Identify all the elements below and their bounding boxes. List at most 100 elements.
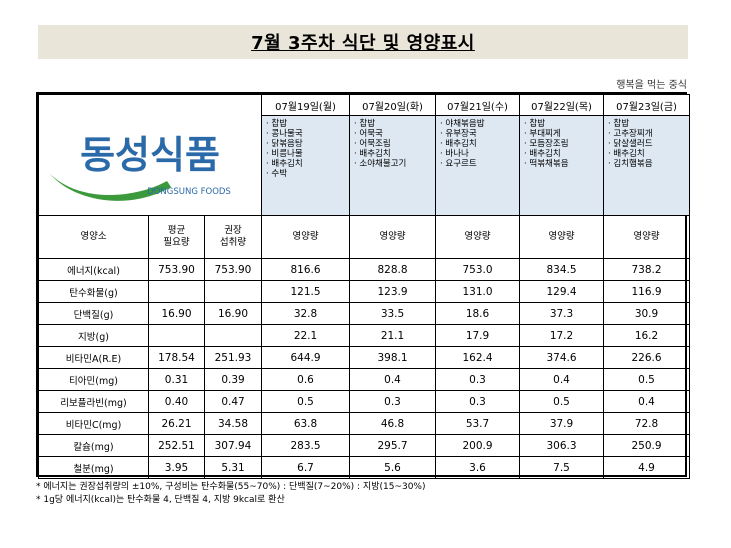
day-value: 18.6 — [435, 302, 521, 325]
header-amount-thu: 영양량 — [519, 215, 605, 259]
nutrient-name: 티아민(mg) — [38, 368, 149, 391]
day-value: 63.8 — [261, 412, 351, 435]
day-value: 283.5 — [261, 434, 351, 457]
date-header-wed: 07월21일(수) — [435, 94, 521, 116]
logo-swoosh — [49, 173, 171, 201]
day-value: 0.3 — [435, 390, 521, 413]
logo-cell: 동성식품 DONGSUNG FOODS — [37, 94, 263, 216]
menu-item: · 요구르트 — [440, 159, 477, 169]
date-header-fri: 07월23일(금) — [603, 94, 691, 116]
day-value: 753.0 — [435, 258, 521, 281]
menu-item: · 찹밥 — [608, 119, 630, 129]
day-value: 374.6 — [519, 346, 605, 369]
day-value: 17.9 — [435, 324, 521, 347]
slogan: 행복을 먹는 중식 — [616, 80, 687, 91]
nutrient-row-iron: 철분(mg) 3.95 5.31 6.7 5.6 3.6 7.5 4.9 — [38, 456, 691, 479]
rec-value: 753.90 — [203, 258, 263, 281]
day-value: 16.2 — [603, 324, 691, 347]
menu-item: · 닭볶음탕 — [266, 139, 303, 149]
day-value: 72.8 — [603, 412, 691, 435]
day-value: 398.1 — [349, 346, 437, 369]
date-header-mon: 07월19일(월) — [261, 94, 351, 116]
day-value: 121.5 — [261, 280, 351, 303]
avg-value: 0.40 — [148, 390, 205, 413]
date-header-thu: 07월22일(목) — [519, 94, 605, 116]
day-value: 32.8 — [261, 302, 351, 325]
title-bar: 7월 3주차 식단 및 영양표시 — [38, 25, 688, 59]
menu-item: · 닭살샐러드 — [608, 139, 653, 149]
rec-value: 16.90 — [203, 302, 263, 325]
day-value: 46.8 — [349, 412, 437, 435]
avg-value: 178.54 — [148, 346, 205, 369]
day-value: 834.5 — [519, 258, 605, 281]
avg-value: 16.90 — [148, 302, 205, 325]
day-value: 3.6 — [435, 456, 521, 479]
footnote: * 에너지는 권장섭취량의 ±10%, 구성비는 탄수화물(55~70%) : … — [36, 482, 426, 492]
day-value: 828.8 — [349, 258, 437, 281]
header-rec-line2: 섭취량 — [219, 237, 247, 248]
day-value: 4.9 — [603, 456, 691, 479]
menu-item: · 배추김치 — [354, 149, 391, 159]
nutrient-row-carbohydrate: 탄수화물(g) 121.5 123.9 131.0 129.4 116.9 — [38, 280, 691, 303]
day-value: 37.3 — [519, 302, 605, 325]
header-amount-wed: 영양량 — [435, 215, 521, 259]
avg-value: 26.21 — [148, 412, 205, 435]
rec-value: 0.39 — [203, 368, 263, 391]
nutrient-row-fat: 지방(g) 22.1 21.1 17.9 17.2 16.2 — [38, 324, 691, 347]
nutrient-row-vitamin-a: 비타민A(R.E) 178.54 251.93 644.9 398.1 162.… — [38, 346, 691, 369]
day-value: 0.3 — [349, 390, 437, 413]
header-rec-line1: 권장 — [224, 225, 242, 236]
menu-item: · 비름나물 — [266, 149, 303, 159]
menu-item: · 배추김치 — [608, 149, 645, 159]
day-value: 738.2 — [603, 258, 691, 281]
header-recommended-intake: 권장 섭취량 — [203, 215, 263, 259]
menu-thu: · 찹밥 · 부대찌게 · 모듬장조림 · 배추김치 · 떡볶채볶음 — [519, 115, 605, 216]
menu-item: · 고추장찌개 — [608, 129, 653, 139]
day-value: 0.3 — [435, 368, 521, 391]
day-value: 33.5 — [349, 302, 437, 325]
nutrient-name: 리보플라빈(mg) — [38, 390, 149, 413]
rec-value — [203, 324, 263, 347]
nutrient-name: 비타민A(R.E) — [38, 346, 149, 369]
rec-value: 34.58 — [203, 412, 263, 435]
menu-item: · 찹밥 — [354, 119, 376, 129]
menu-item: · 김치햄볶음 — [608, 159, 653, 169]
day-value: 306.3 — [519, 434, 605, 457]
menu-item: · 떡볶채볶음 — [524, 159, 569, 169]
company-logo: 동성식품 DONGSUNG FOODS — [39, 95, 261, 215]
header-amount-mon: 영양량 — [261, 215, 351, 259]
day-value: 200.9 — [435, 434, 521, 457]
menu-tue: · 찹밥 · 어묵국 · 어묵조림 · 배추김치 · 소야채불고기 — [349, 115, 437, 216]
header-amount-tue: 영양량 — [349, 215, 437, 259]
day-value: 7.5 — [519, 456, 605, 479]
menu-item: · 야채볶음밥 — [440, 119, 485, 129]
day-value: 17.2 — [519, 324, 605, 347]
nutrient-row-protein: 단백질(g) 16.90 16.90 32.8 33.5 18.6 37.3 3… — [38, 302, 691, 325]
menu-item: · 배추김치 — [266, 159, 303, 169]
menu-item: · 소야채불고기 — [354, 159, 407, 169]
day-value: 6.7 — [261, 456, 351, 479]
nutrient-name: 에너지(kcal) — [38, 258, 149, 281]
nutrient-row-riboflavin: 리보플라빈(mg) 0.40 0.47 0.5 0.3 0.3 0.5 0.4 — [38, 390, 691, 413]
footnote: * 1g당 에너지(kcal)는 탄수화물 4, 단백질 4, 지방 9kcal… — [36, 495, 285, 505]
day-value: 129.4 — [519, 280, 605, 303]
day-value: 0.5 — [261, 390, 351, 413]
rec-value: 5.31 — [203, 456, 263, 479]
menu-item: · 콩나물국 — [266, 129, 303, 139]
day-value: 37.9 — [519, 412, 605, 435]
menu-item: · 어묵국 — [354, 129, 383, 139]
day-value: 0.4 — [603, 390, 691, 413]
nutrient-row-thiamine: 티아민(mg) 0.31 0.39 0.6 0.4 0.3 0.4 0.5 — [38, 368, 691, 391]
header-amount-fri: 영양량 — [603, 215, 691, 259]
header-avg-line2: 필요량 — [163, 237, 190, 248]
logo-english-text: DONGSUNG FOODS — [147, 187, 231, 197]
nutrient-name: 탄수화물(g) — [38, 280, 149, 303]
avg-value: 3.95 — [148, 456, 205, 479]
menu-item: · 바나나 — [440, 149, 469, 159]
nutrient-row-vitamin-c: 비타민C(mg) 26.21 34.58 63.8 46.8 53.7 37.9… — [38, 412, 691, 435]
nutrient-row-calcium: 칼슘(mg) 252.51 307.94 283.5 295.7 200.9 3… — [38, 434, 691, 457]
menu-item: · 찹밥 — [524, 119, 546, 129]
day-value: 816.6 — [261, 258, 351, 281]
menu-item: · 모듬장조림 — [524, 139, 569, 149]
logo-korean-text: 동성식품 — [80, 133, 220, 177]
